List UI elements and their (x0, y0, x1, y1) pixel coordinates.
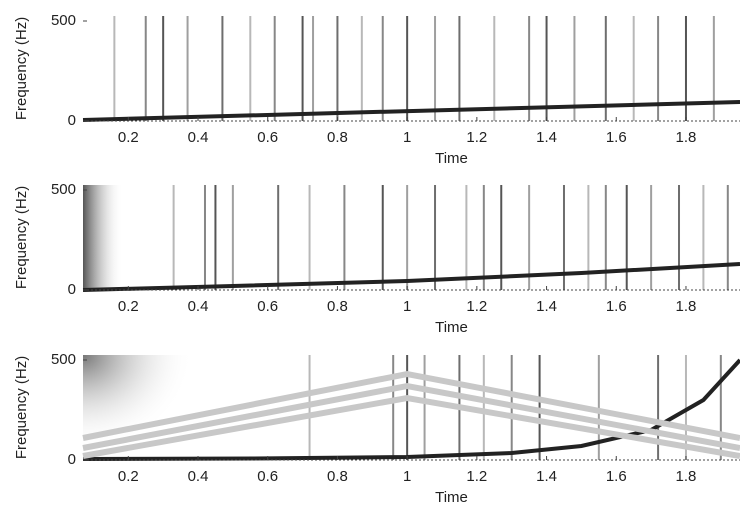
ridge (82, 262, 740, 292)
x-tick-label: 1.8 (676, 129, 697, 146)
x-axis-label: Time (435, 150, 468, 167)
ridge (82, 100, 740, 122)
x-tick-label: 1 (403, 298, 411, 315)
x-tick-label: 0.4 (188, 298, 209, 315)
x-tick-label: 0.4 (188, 129, 209, 146)
ridge (82, 382, 740, 451)
shading (83, 185, 123, 290)
x-tick-label: 1.2 (466, 298, 487, 315)
y-tick-label: 0 (68, 112, 76, 129)
x-tick-label: 1.8 (676, 298, 697, 315)
y-tick-label: 0 (68, 281, 76, 298)
x-tick-label: 1.4 (536, 129, 557, 146)
y-tick-label: 0 (68, 451, 76, 468)
x-tick-label: 1.6 (606, 468, 627, 485)
x-tick-label: 0.2 (118, 298, 139, 315)
x-tick-label: 0.4 (188, 468, 209, 485)
ridge (82, 370, 740, 441)
y-tick-label: 500 (51, 181, 76, 198)
x-tick-label: 1.2 (466, 468, 487, 485)
x-tick-label: 0.8 (327, 129, 348, 146)
x-tick-label: 1.4 (536, 298, 557, 315)
x-tick-label: 0.8 (327, 468, 348, 485)
x-axis-label: Time (435, 319, 468, 336)
ridge (82, 358, 740, 461)
y-axis-label: Frequency (Hz) (13, 186, 30, 289)
x-tick-label: 1.6 (606, 298, 627, 315)
x-tick-label: 1.4 (536, 468, 557, 485)
x-tick-label: 1.8 (676, 468, 697, 485)
x-tick-label: 0.2 (118, 468, 139, 485)
x-tick-label: 1.2 (466, 129, 487, 146)
x-tick-label: 1.6 (606, 129, 627, 146)
x-tick-label: 0.6 (257, 468, 278, 485)
x-axis-label: Time (435, 489, 468, 506)
y-axis-label: Frequency (Hz) (13, 17, 30, 120)
x-tick-label: 1 (403, 468, 411, 485)
x-tick-label: 1 (403, 129, 411, 146)
y-tick-label: 500 (51, 351, 76, 368)
y-tick-label: 500 (51, 12, 76, 29)
x-tick-label: 0.6 (257, 298, 278, 315)
x-tick-label: 0.8 (327, 298, 348, 315)
x-tick-label: 0.6 (257, 129, 278, 146)
ridge (82, 394, 740, 459)
x-tick-label: 0.2 (118, 129, 139, 146)
y-axis-label: Frequency (Hz) (13, 356, 30, 459)
